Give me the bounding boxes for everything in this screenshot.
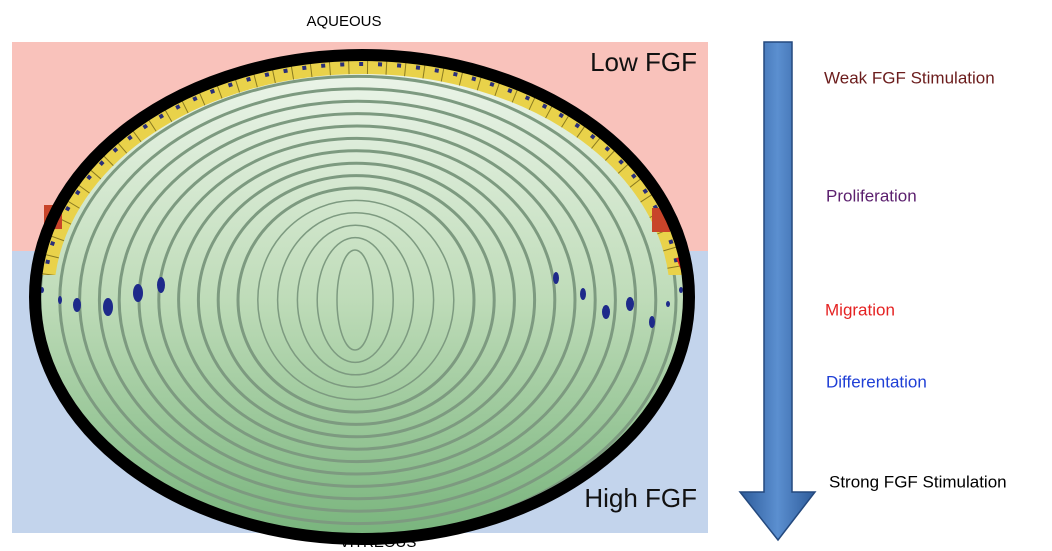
gradient-arrow bbox=[740, 42, 815, 540]
gradient-label: Strong FGF Stimulation bbox=[829, 472, 1007, 491]
aqueous-label: AQUEOUS bbox=[306, 13, 381, 30]
gradient-label: Migration bbox=[825, 300, 895, 319]
low-fgf-label: Low FGF bbox=[590, 47, 697, 77]
high-fgf-label: High FGF bbox=[584, 483, 697, 513]
diagram: AQUEOUS VITREOUS Low FGF High FGF Weak F… bbox=[0, 0, 1052, 551]
vitreous-label: VITREOUS bbox=[340, 534, 417, 551]
gradient-label: Proliferation bbox=[826, 186, 917, 205]
gradient-label: Weak FGF Stimulation bbox=[824, 68, 995, 87]
gradient-label: Differentation bbox=[826, 372, 927, 391]
